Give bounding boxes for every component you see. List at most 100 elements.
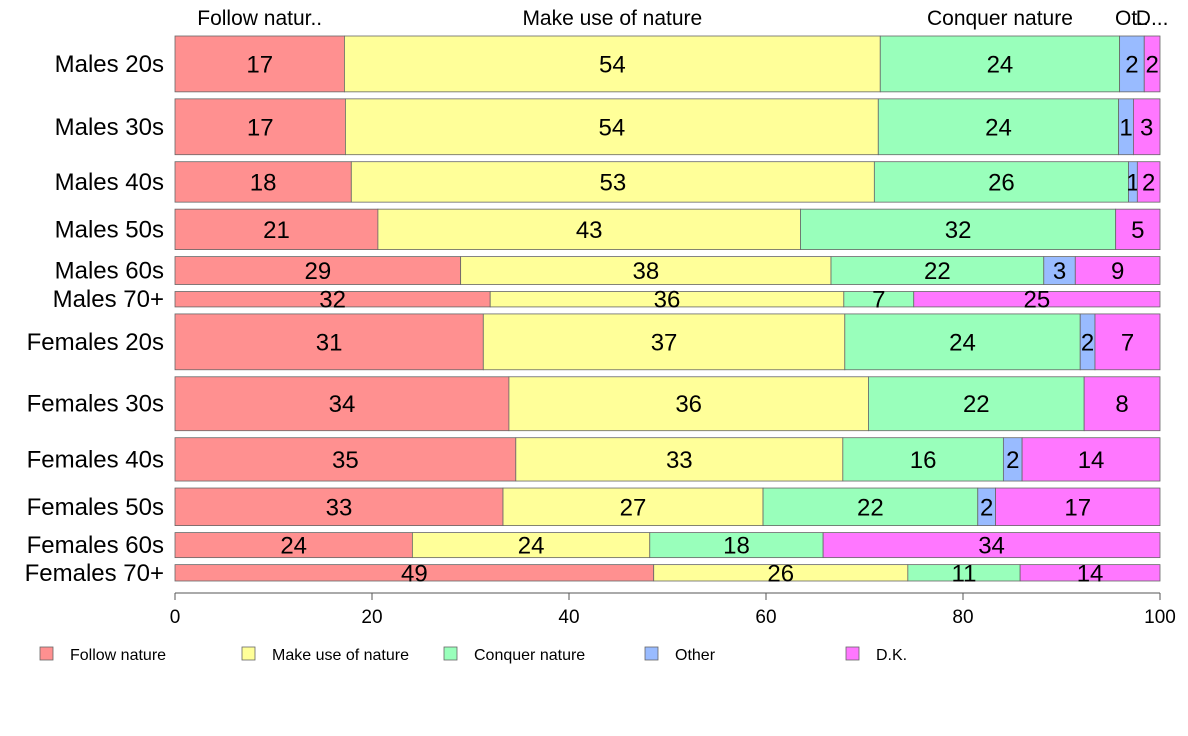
data-label: 36 [675,391,702,418]
legend-label: Conquer nature [474,647,585,664]
data-label: 24 [987,51,1014,78]
data-label: 36 [654,287,681,314]
data-label: 2 [1145,51,1158,78]
bar-row-females-20s: Females 20s 31 37 24 2 7 [27,313,1161,371]
bar-segment-conquer-nature [868,376,1085,432]
bar-segment-d-k [1074,256,1161,285]
data-label: 17 [247,114,274,141]
data-label: 49 [401,560,428,587]
legend-swatch [845,646,860,661]
data-label: 9 [1111,258,1124,285]
data-label: 27 [620,494,647,521]
data-label: 3 [1053,258,1066,285]
data-label: 21 [263,217,290,244]
data-label: 17 [1064,494,1091,521]
row-label: Males 30s [55,114,164,141]
legend-item-make-use-of-nature: Make use of nature [241,646,409,664]
data-label: 33 [326,494,353,521]
row-label: Males 40s [55,169,164,196]
data-label: 25 [1024,287,1051,314]
data-label: 26 [988,169,1015,196]
bar-segment-make-use-of-nature [482,313,846,371]
data-label: 43 [576,217,603,244]
bar-row-females-50s: Females 50s 33 27 22 2 17 [27,487,1161,526]
bar-segment-d-k [1094,313,1161,371]
bar-segment-d-k [1136,161,1161,203]
data-label: 14 [1078,447,1105,474]
data-label: 24 [985,114,1012,141]
data-label: 54 [598,114,625,141]
top-label-d-k: D... [1136,7,1169,30]
bar-row-males-20s: Males 20s 17 54 24 2 2 [55,35,1161,93]
bar-segment-conquer-nature [842,437,1004,482]
data-label: 14 [1077,560,1104,587]
data-label: 18 [250,169,277,196]
bar-segment-d-k [1083,376,1161,432]
x-tick-label: 0 [170,607,181,628]
bar-segment-make-use-of-nature [345,98,879,156]
data-label: 1 [1126,169,1139,196]
data-label: 22 [963,391,990,418]
bar-segment-d-k [822,532,1161,559]
data-label: 16 [910,447,937,474]
bar-segment-make-use-of-nature [515,437,844,482]
bar-segment-follow-nature [174,256,462,285]
bar-segment-conquer-nature [830,256,1045,285]
data-label: 54 [599,51,626,78]
legend-item-conquer-nature: Conquer nature [443,646,585,664]
data-label: 24 [518,533,545,560]
legend-swatch [644,646,659,661]
bar-segment-follow-nature [174,532,413,559]
data-label: 22 [857,494,884,521]
data-label: 2 [980,494,993,521]
bar-segment-make-use-of-nature [344,35,881,93]
legend-item-other: Other [644,646,716,664]
bar-segment-conquer-nature [873,161,1129,203]
data-label: 35 [332,447,359,474]
bar-segment-follow-nature [174,437,517,482]
top-category-labels: Follow natur.. Make use of nature Conquer … [197,7,1168,30]
bar-segment-make-use-of-nature [411,532,651,559]
x-tick-label: 60 [755,607,776,628]
data-label: 3 [1140,114,1153,141]
data-label: 1 [1119,114,1132,141]
legend-item-d-k: D.K. [845,646,907,664]
top-label-follow-nature: Follow natur.. [197,7,322,30]
top-label-conquer-nature: Conquer nature [927,7,1073,30]
legend: Follow nature Make use of nature Conquer n… [39,646,907,664]
data-label: 17 [246,51,273,78]
data-label: 18 [723,533,750,560]
data-label: 34 [329,391,356,418]
data-label: 5 [1131,217,1144,244]
legend-label: Other [675,647,716,664]
data-label: 2 [1142,169,1155,196]
x-tick-label: 40 [558,607,579,628]
row-label: Females 50s [27,494,164,521]
bar-segment-d-k [1115,208,1161,250]
bar-segment-conquer-nature [762,487,979,526]
data-label: 7 [872,287,885,314]
data-label: 7 [1121,329,1134,356]
legend-label: Follow nature [70,647,166,664]
bar-row-females-70: Females 70+ 49 26 11 14 [25,560,1161,587]
top-label-make-use-of-nature: Make use of nature [522,7,702,30]
bar-row-males-30s: Males 30s 17 54 24 1 3 [55,98,1161,156]
bar-segment-d-k [1143,35,1161,93]
data-label: 8 [1115,391,1128,418]
data-label: 32 [319,287,346,314]
bar-row-females-60s: Females 60s 24 24 18 34 [27,532,1161,560]
bar-row-males-40s: Males 40s 18 53 26 1 2 [55,161,1161,203]
bar-segment-follow-nature [174,208,379,250]
legend-swatch [39,646,54,661]
data-label: 32 [945,217,972,244]
top-label-other: Ot.. [1115,7,1149,30]
bar-segment-d-k [995,487,1161,526]
bar-segment-make-use-of-nature [460,256,832,285]
x-axis: 0 20 40 60 80 100 [170,592,1176,628]
data-label: 2 [1125,51,1138,78]
row-label: Males 20s [55,51,164,78]
bar-row-males-50s: Males 50s 21 43 32 5 [55,208,1161,250]
bar-segment-conquer-nature [877,98,1120,156]
bar-segment-d-k [1019,564,1161,582]
bar-segment-conquer-nature [844,313,1081,371]
